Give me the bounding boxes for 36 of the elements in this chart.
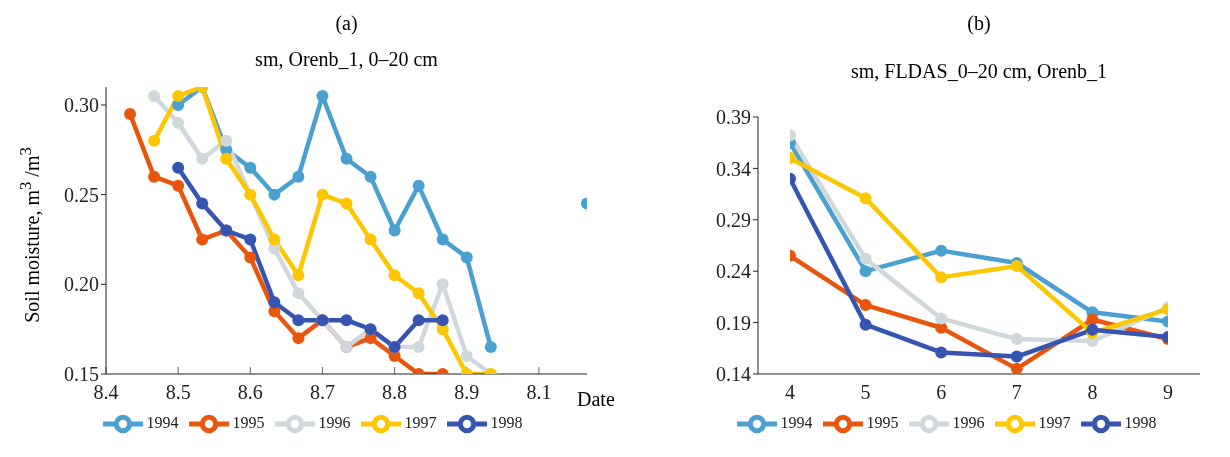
legend-label: 1995 bbox=[232, 413, 265, 431]
chart-subtitle: sm, FLDAS_0–20 cm, Orenb_1 bbox=[849, 60, 1109, 83]
y-tick-label: 0.25 bbox=[64, 183, 99, 206]
legend-label: 1998 bbox=[490, 413, 523, 431]
legend-label: 1996 bbox=[318, 413, 351, 431]
x-tick-label: 8.6 bbox=[237, 381, 263, 404]
y-tick-label: 0.24 bbox=[716, 260, 751, 283]
legend-label: 1997 bbox=[404, 413, 437, 431]
legend-label: 1994 bbox=[146, 413, 179, 431]
chart-title: (b) bbox=[966, 12, 992, 35]
x-tick-label: 8.5 bbox=[165, 381, 191, 404]
x-tick-label: 8.9 bbox=[454, 381, 480, 404]
y-tick-label: 0.20 bbox=[64, 273, 99, 296]
chart-title: (a) bbox=[334, 12, 359, 35]
x-tick-label: 9 bbox=[1163, 381, 1173, 404]
y-tick-label: 0.29 bbox=[716, 208, 751, 231]
x-tick-label: 7 bbox=[1011, 381, 1022, 404]
x-tick-label: 8 bbox=[1087, 381, 1098, 404]
x-tick-label: 8.1 bbox=[526, 381, 552, 404]
y-tick-label: 0.34 bbox=[716, 157, 751, 180]
y-tick-label: 0.19 bbox=[716, 311, 751, 334]
x-tick-label: 8.7 bbox=[309, 381, 335, 404]
legend-label: 1997 bbox=[1038, 413, 1071, 431]
x-axis-title: Date bbox=[577, 388, 615, 411]
x-tick-label: 4 bbox=[785, 381, 795, 404]
x-tick-label: 5 bbox=[860, 381, 871, 404]
legend-label: 1995 bbox=[866, 413, 899, 431]
x-tick-label: 6 bbox=[936, 381, 947, 404]
y-tick-label: 0.30 bbox=[64, 94, 99, 117]
y-tick-label: 0.39 bbox=[716, 106, 751, 129]
y-tick-label: 0.14 bbox=[716, 363, 751, 386]
x-tick-label: 8.8 bbox=[382, 381, 408, 404]
legend-label: 1998 bbox=[1124, 413, 1157, 431]
legend-label: 1994 bbox=[780, 413, 813, 431]
legend-label: 1996 bbox=[952, 413, 985, 431]
chart-subtitle: sm, Orenb_1, 0–20 cm bbox=[254, 48, 439, 71]
